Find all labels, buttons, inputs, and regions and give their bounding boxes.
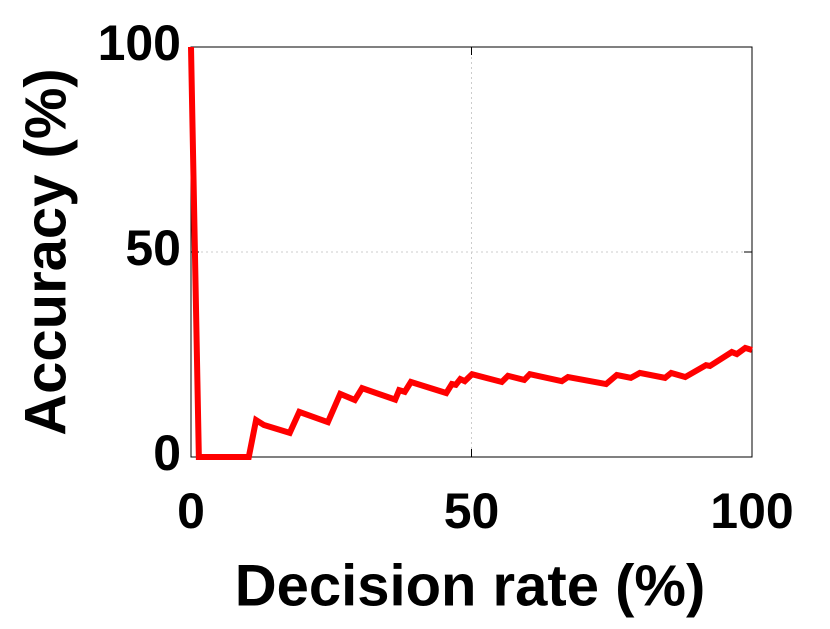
x-axis-label: Decision rate (%) (235, 553, 706, 618)
x-tick-label: 0 (177, 483, 205, 539)
y-tick-label: 0 (153, 425, 181, 481)
y-axis-label: Accuracy (%) (13, 68, 78, 435)
y-tick-label: 50 (125, 220, 181, 276)
data-line (188, 46, 753, 460)
x-tick-label: 50 (444, 483, 500, 539)
plot-frame (190, 46, 753, 458)
y-tick-label: 100 (98, 15, 181, 71)
x-tick-label: 100 (710, 483, 793, 539)
